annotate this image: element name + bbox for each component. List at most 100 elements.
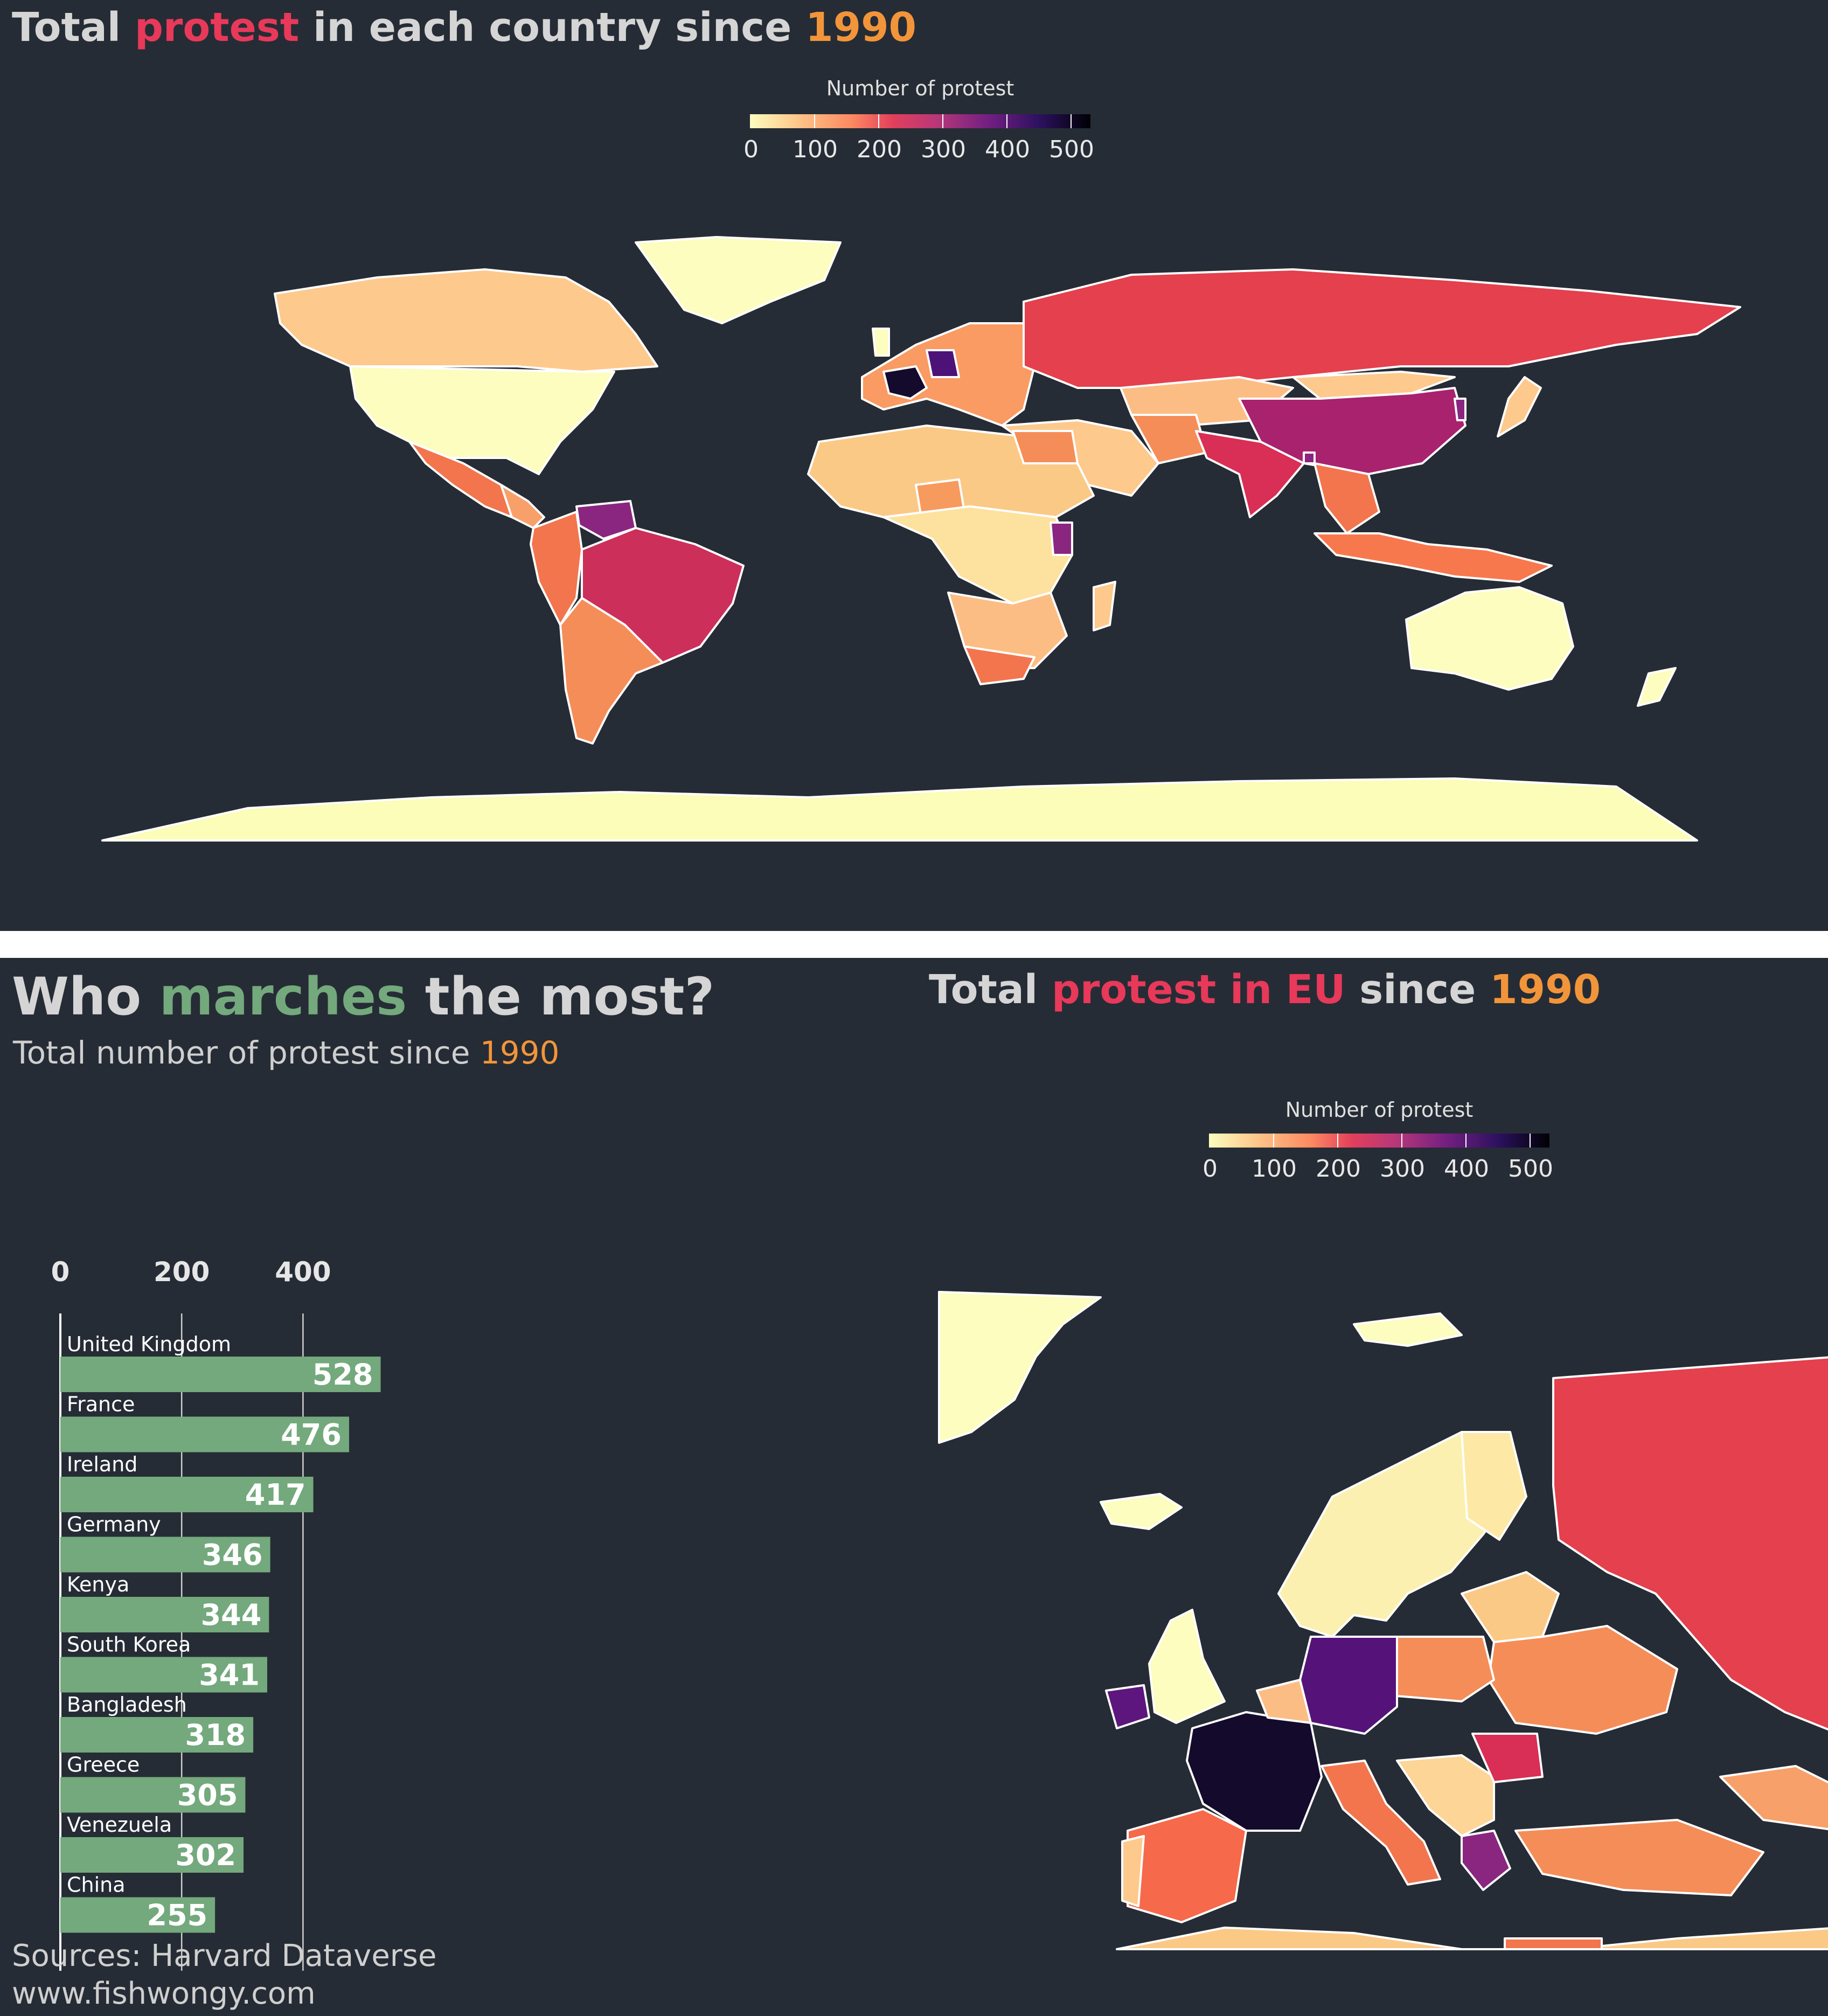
scandinavia-shape	[1277, 1431, 1511, 1638]
poland-shape	[1396, 1636, 1495, 1702]
central-america-shape	[500, 484, 545, 529]
value-label: 305	[177, 1778, 238, 1812]
eu-title-highlight: protest in EU	[1051, 967, 1346, 1013]
indonesia-shape	[1313, 532, 1553, 583]
canada-shape	[274, 268, 658, 373]
france-shape	[882, 365, 928, 400]
value-label: 341	[199, 1658, 260, 1692]
eu-title-year: 1990	[1490, 967, 1601, 1013]
eu-colorbar	[1209, 1134, 1549, 1148]
egypt-shape	[1012, 430, 1079, 464]
eu-legend-tick: 200	[1316, 1155, 1361, 1183]
bar-chart-title: Who marches the most?	[12, 967, 714, 1027]
romania-shape	[1471, 1733, 1544, 1783]
world-legend-tick: 500	[1049, 136, 1094, 163]
kenya-shape	[1049, 522, 1073, 556]
italy-shape	[1320, 1760, 1441, 1886]
world-map-title: Total protest in each country since 1990	[12, 4, 916, 51]
korea-shape	[1454, 398, 1466, 421]
turkey-shape	[1514, 1819, 1764, 1896]
south-africa-shape	[963, 645, 1035, 685]
value-label: 476	[281, 1418, 342, 1452]
category-label: Venezuela	[67, 1813, 172, 1837]
antarctica-shape	[101, 777, 1698, 842]
usa-shape	[349, 365, 615, 475]
world-legend-tick: 300	[921, 136, 966, 163]
bar	[60, 1777, 246, 1813]
germany-shape	[1299, 1636, 1398, 1735]
balkans-shape	[1396, 1754, 1495, 1837]
spain-shape	[1127, 1808, 1247, 1923]
new-zealand-shape	[1637, 667, 1677, 707]
category-label: Greece	[67, 1753, 140, 1777]
russia-shape	[1552, 1356, 1828, 1731]
source-text: Sources: Harvard Dataverse	[12, 1938, 437, 1973]
caucasus-shape	[1719, 1765, 1828, 1831]
north-africa-shape	[1116, 1927, 1828, 1950]
benelux-shape	[1256, 1679, 1312, 1724]
world-title-year: 1990	[805, 4, 917, 51]
bottom-panel: Who marches the most? Total number of pr…	[0, 958, 1828, 2016]
uk-shape	[1148, 1609, 1226, 1724]
eu-map-title: Total protest in EU since 1990	[929, 967, 1601, 1013]
eu-legend-tick: 300	[1380, 1155, 1425, 1183]
eu-legend-title: Number of protest	[1285, 1098, 1473, 1122]
colombia-peru-shape	[530, 511, 583, 626]
category-label: Germany	[67, 1513, 161, 1537]
bar-title-part: Who	[12, 967, 159, 1027]
world-legend-tick: 0	[743, 136, 759, 163]
baltics-shape	[1461, 1571, 1560, 1643]
value-label: 346	[202, 1538, 263, 1572]
greenland-shape	[635, 236, 842, 324]
x-tick-label: 0	[51, 1256, 70, 1288]
world-map-panel: Total protest in each country since 1990…	[0, 0, 1828, 931]
bar	[60, 1357, 381, 1392]
world-legend-tick: 400	[985, 136, 1030, 163]
bar	[60, 1597, 269, 1632]
category-label: China	[67, 1873, 126, 1897]
category-label: South Korea	[67, 1633, 191, 1657]
world-title-highlight: protest	[134, 4, 300, 51]
world-map	[101, 236, 1741, 842]
uk-shape	[872, 328, 890, 357]
bar	[60, 1657, 267, 1693]
argentina-chile-shape	[559, 597, 664, 745]
japan-shape	[1497, 376, 1542, 437]
ireland-shape	[1105, 1684, 1150, 1729]
eu-map	[938, 1291, 1828, 1950]
eu-title-part: since	[1345, 967, 1490, 1013]
bar-title-part: the most?	[407, 967, 715, 1027]
category-label: Kenya	[67, 1573, 129, 1596]
world-legend-tick: 100	[793, 136, 838, 163]
svalbard-shape	[1353, 1312, 1463, 1347]
greenland-shape	[938, 1291, 1102, 1444]
eu-legend-tick: 100	[1252, 1155, 1297, 1183]
bar-subtitle-year: 1990	[479, 1034, 560, 1071]
x-tick-label: 200	[154, 1256, 210, 1288]
x-tick-label: 400	[275, 1256, 331, 1288]
bar	[60, 1537, 270, 1573]
website-text: www.fishwongy.com	[12, 1976, 316, 2011]
world-title-part: in each country since	[299, 4, 806, 51]
finland-shape	[1461, 1431, 1527, 1541]
portugal-shape	[1121, 1835, 1145, 1907]
value-label: 528	[312, 1358, 373, 1392]
southeast-asia-shape	[1313, 462, 1380, 534]
category-label: France	[67, 1393, 135, 1416]
value-label: 417	[245, 1478, 306, 1512]
value-label: 318	[185, 1718, 246, 1752]
world-legend-tick: 200	[857, 136, 902, 163]
value-label: 344	[201, 1598, 262, 1632]
eu-legend-tick: 500	[1508, 1155, 1553, 1183]
value-label: 255	[147, 1899, 207, 1932]
bar	[60, 1717, 254, 1753]
world-legend-title: Number of protest	[826, 77, 1014, 100]
belarus-ukraine-shape	[1488, 1625, 1678, 1735]
eu-title-part: Total	[929, 967, 1052, 1013]
iceland-shape	[1100, 1493, 1183, 1530]
australia-shape	[1405, 586, 1574, 691]
bar-chart: 0 200 400 United Kingdom 528 France 476 Ireland…	[51, 1256, 381, 1971]
central-africa-shape	[882, 505, 1073, 604]
greece-shape	[1461, 1830, 1511, 1891]
world-title-part: Total	[12, 4, 135, 51]
